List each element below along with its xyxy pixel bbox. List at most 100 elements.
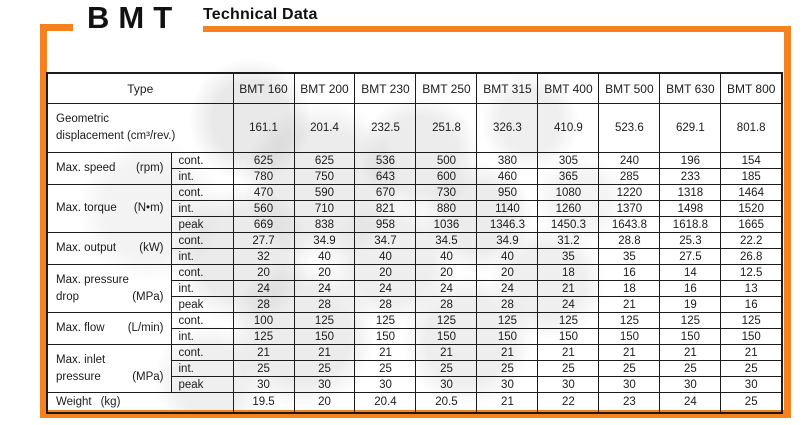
row-label-text: Weight <box>56 396 92 408</box>
cell-value: 13 <box>720 280 783 297</box>
row-label-weight: Weight (kg) <box>46 391 234 414</box>
frame-bottom-bar <box>40 410 791 418</box>
table-row: peak 669 838 958 1036 1346.3 1450.3 1643.8 1618.… <box>47 216 783 233</box>
row-unit: (kg) <box>100 396 121 408</box>
cell-value: 28.8 <box>598 232 661 249</box>
cell-value: 1140 <box>476 200 539 217</box>
table-row: Max. inlet pressure (MPa) cont. 21 21 21 21 21 21… <box>46 344 783 393</box>
cell-value: 24 <box>659 391 722 414</box>
cell-value: 600 <box>415 168 478 185</box>
cell-value: 31.2 <box>537 232 600 249</box>
cell-value: 22.2 <box>720 232 783 249</box>
cell-value: 410.9 <box>537 103 600 153</box>
cell-value: 125 <box>293 312 356 329</box>
cell-value: 18 <box>537 264 600 281</box>
cell-value: 28 <box>354 296 417 313</box>
cell-value: 20 <box>293 391 356 414</box>
cell-value: 21 <box>537 280 600 297</box>
cell-value: 30 <box>537 376 600 393</box>
cell-value: 21 <box>537 344 600 361</box>
cell-value: 470 <box>232 184 295 201</box>
subrow-label: cont. <box>170 232 234 249</box>
cell-value: 125 <box>476 312 539 329</box>
cell-value: 1665 <box>720 216 783 233</box>
cell-value: 40 <box>415 248 478 265</box>
cell-value: 150 <box>293 328 356 345</box>
cell-value: 19.5 <box>232 391 295 414</box>
cell-value: 32 <box>232 248 295 265</box>
cell-value: 28 <box>415 296 478 313</box>
cell-value: 21 <box>415 344 478 361</box>
cell-value: 21 <box>720 344 783 361</box>
table-row: Max. pressure drop (MPa) cont. 20 20 20 20 20 18 1… <box>46 264 783 313</box>
brand-logo: BMT <box>87 0 182 35</box>
row-unit: (MPa) <box>132 290 164 303</box>
cell-value: 285 <box>598 168 661 185</box>
cell-value: 20 <box>415 264 478 281</box>
row-unit: (N•m) <box>133 202 164 215</box>
cell-value: 27.7 <box>232 232 295 249</box>
frame-top-line <box>203 26 791 32</box>
table-row: int. 25 25 25 25 25 25 25 25 25 <box>47 360 783 377</box>
cell-value: 16 <box>720 296 783 313</box>
cell-value: 25 <box>598 360 661 377</box>
cell-value: 24 <box>476 280 539 297</box>
subrow-label: int. <box>170 360 234 377</box>
cell-value: 958 <box>354 216 417 233</box>
cell-value: 30 <box>598 376 661 393</box>
column-header: BMT 500 <box>598 72 661 104</box>
cell-value: 801.8 <box>720 103 783 153</box>
row-label-text: drop <box>56 290 80 303</box>
column-header: BMT 315 <box>476 72 539 104</box>
cell-value: 1450.3 <box>537 216 600 233</box>
cell-value: 21 <box>232 344 295 361</box>
cell-value: 1260 <box>537 200 600 217</box>
cell-value: 154 <box>720 152 783 169</box>
row-label-text: pressure <box>56 370 101 383</box>
cell-value: 625 <box>293 152 356 169</box>
cell-value: 28 <box>293 296 356 313</box>
cell-value: 16 <box>659 280 722 297</box>
subrow-label: cont. <box>170 344 234 361</box>
cell-value: 1643.8 <box>598 216 661 233</box>
cell-value: 25.3 <box>659 232 722 249</box>
row-label-text: Geometric <box>56 113 110 126</box>
cell-value: 1080 <box>537 184 600 201</box>
cell-value: 125 <box>232 328 295 345</box>
subrow-label: peak <box>170 376 234 393</box>
table-header-row: Type BMT 160 BMT 200 BMT 230 BMT 250 BMT 315 B… <box>46 72 783 104</box>
cell-value: 1318 <box>659 184 722 201</box>
cell-value: 22 <box>537 391 600 414</box>
cell-value: 1498 <box>659 200 722 217</box>
row-label-max-pressure-drop: Max. pressure drop (MPa) <box>46 264 172 313</box>
cell-value: 40 <box>476 248 539 265</box>
cell-value: 669 <box>232 216 295 233</box>
cell-value: 251.8 <box>415 103 478 153</box>
cell-value: 25 <box>354 360 417 377</box>
cell-value: 150 <box>415 328 478 345</box>
cell-value: 1370 <box>598 200 661 217</box>
table-row: Max. speed (rpm) cont. 625 625 536 500 380 305 24… <box>46 152 783 185</box>
cell-value: 21 <box>598 344 661 361</box>
cell-value: 233 <box>659 168 722 185</box>
cell-value: 150 <box>598 328 661 345</box>
cell-value: 40 <box>354 248 417 265</box>
cell-value: 24 <box>293 280 356 297</box>
cell-value: 161.1 <box>232 103 295 153</box>
cell-value: 30 <box>232 376 295 393</box>
table-row: peak 30 30 30 30 30 30 30 30 30 <box>47 376 783 393</box>
row-label-text: displacement (cm³/rev.) <box>56 130 176 142</box>
cell-value: 20.4 <box>354 391 417 414</box>
row-label-text: Max. flow <box>56 322 105 335</box>
cell-value: 25 <box>476 360 539 377</box>
cell-value: 523.6 <box>598 103 661 153</box>
row-label-max-torque: Max. torque (N•m) <box>46 184 172 233</box>
cell-value: 30 <box>415 376 478 393</box>
cell-value: 25 <box>537 360 600 377</box>
cell-value: 670 <box>354 184 417 201</box>
cell-value: 35 <box>537 248 600 265</box>
cell-value: 1346.3 <box>476 216 539 233</box>
cell-value: 590 <box>293 184 356 201</box>
table-row: Weight (kg) 19.5 20 20.4 20.5 21 22 23 24 25 <box>46 391 783 414</box>
table-row: Max. flow (L/min) cont. 100 125 125 125 125 125 1… <box>46 312 783 345</box>
